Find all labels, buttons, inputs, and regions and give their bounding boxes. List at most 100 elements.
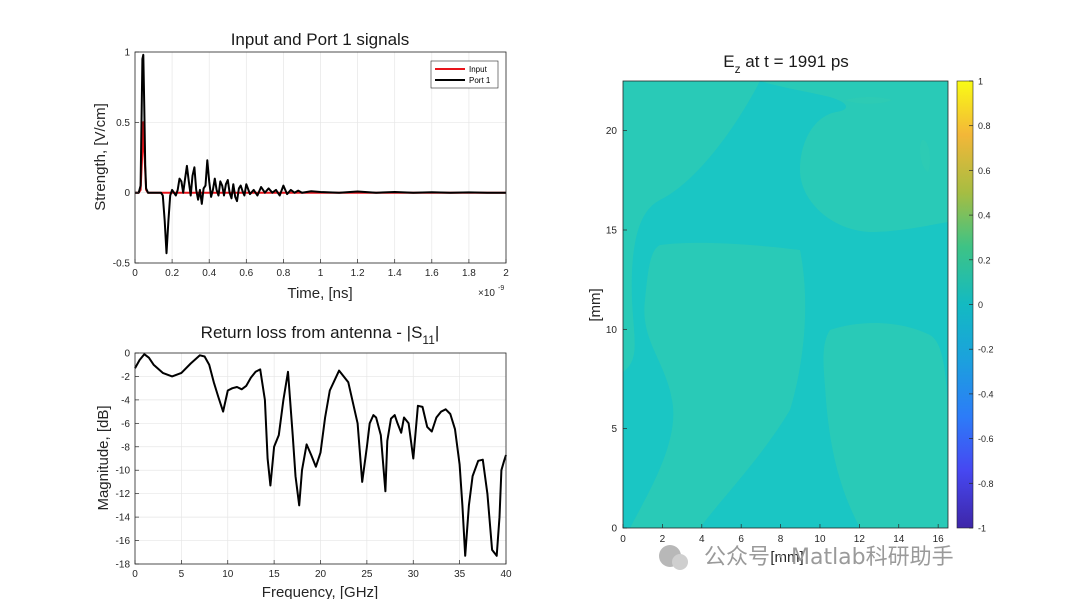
field-region-5 <box>845 97 892 104</box>
x-ticks-3: 0 2 4 6 8 10 12 14 16 <box>620 524 944 545</box>
x-tick-label: 10 <box>814 534 826 545</box>
axes-box-3 <box>622 80 949 529</box>
x-tick-label: 6 <box>738 534 744 545</box>
field-region-3 <box>630 242 806 528</box>
y-tick-label: 15 <box>606 226 618 237</box>
x-tick-label: 2 <box>503 268 509 279</box>
x-tick-label: 35 <box>454 569 466 580</box>
chart-title-3-sub: z <box>735 62 741 76</box>
chart-title-2: Return loss from antenna - |S11| <box>201 323 440 347</box>
y-tick-label: -2 <box>121 372 130 383</box>
y-tick-label: 20 <box>606 126 618 137</box>
y-axis-label-2: Magnitude, [dB] <box>95 405 112 510</box>
colorbar-tick-label: 0.2 <box>978 255 991 265</box>
x-tick-label: 0 <box>132 569 138 580</box>
y-tick-label: 5 <box>611 424 617 435</box>
y-tick-label: -8 <box>121 442 130 453</box>
y-ticks-2: -18 -16 -14 -12 -10 -8 -6 -4 -2 0 <box>116 349 139 571</box>
x-tick-label: 15 <box>269 569 281 580</box>
x-tick-label: 0.2 <box>165 268 179 279</box>
x-tick-label: 10 <box>222 569 234 580</box>
x-tick-label: 40 <box>500 569 512 580</box>
x-ticks-1: 0 0.2 0.4 0.6 0.8 1 1.2 1.4 1.6 1.8 2 <box>132 259 509 279</box>
y-tick-label: -4 <box>121 395 130 406</box>
chart-title-3-main: E <box>723 52 734 71</box>
x-tick-label: 1.4 <box>388 268 402 279</box>
x-tick-label: 16 <box>933 534 945 545</box>
colorbar-tick-label: -0.8 <box>978 479 994 489</box>
chart-title-2-end: | <box>435 323 439 342</box>
legend-label-input: Input <box>469 65 488 74</box>
colorbar-tick-label: 1 <box>978 77 983 87</box>
chart-title-1: Input and Port 1 signals <box>231 30 410 49</box>
x-axis-label-1: Time, [ns] <box>287 285 352 302</box>
field-region-2 <box>623 81 760 372</box>
x-tick-label: 1.6 <box>425 268 439 279</box>
watermark: 公众号 · Matlab科研助手 <box>659 545 954 570</box>
y-tick-label: 0 <box>124 349 130 360</box>
colorbar-tick-label: 0.6 <box>978 166 991 176</box>
series-line-port-1 <box>135 53 506 255</box>
y-tick-label: -0.5 <box>113 259 131 270</box>
field-region-6 <box>920 139 930 172</box>
y-tick-label: -16 <box>116 536 131 547</box>
legend-label-port1: Port 1 <box>469 76 491 85</box>
field-region-4 <box>823 323 948 528</box>
y-tick-label: 1 <box>124 48 130 59</box>
x-tick-label: 0.6 <box>239 268 253 279</box>
colorbar-ticks: -1 -0.8 -0.6 -0.4 -0.2 0 0.2 0.4 0.6 0.8 1 <box>969 77 994 534</box>
x-exponent-power: -9 <box>498 285 504 292</box>
field-region-1 <box>623 81 948 232</box>
y-ticks-1: -0.5 0 0.5 1 <box>113 48 139 270</box>
x-tick-label: 5 <box>179 569 185 580</box>
y-tick-label: 0.5 <box>116 118 130 129</box>
colorbar-tick-label: -0.6 <box>978 434 994 444</box>
y-ticks-3: 0 5 10 15 20 <box>606 126 627 535</box>
chart-title-2-sub: 11 <box>422 333 435 347</box>
time-signal-chart: 0 0.2 0.4 0.6 0.8 1 1.2 1.4 1.6 1.8 2 -0.500.51 In… <box>92 30 509 302</box>
legend-box <box>430 60 499 89</box>
x-tick-label: 25 <box>361 569 373 580</box>
y-axis-label-1: Strength, [V/cm] <box>92 103 109 211</box>
y-tick-label: 10 <box>606 325 618 336</box>
colorbar-tick-label: -0.4 <box>978 389 994 399</box>
x-tick-label: 0 <box>132 268 138 279</box>
heatmap-patches <box>623 81 948 528</box>
x-tick-label: 30 <box>408 569 420 580</box>
x-tick-label: 8 <box>778 534 784 545</box>
colorbar-tick-label: -1 <box>978 524 986 534</box>
colorbar-tick-label: 0.4 <box>978 211 991 221</box>
x-tick-label: 14 <box>893 534 905 545</box>
colorbar-tick-label: 0.8 <box>978 121 991 131</box>
chart-title-3: Ez at t = 1991 ps <box>723 52 849 76</box>
colorbar-tick-label: 0 <box>978 300 983 310</box>
series-line-s11 <box>134 353 507 557</box>
watermark-text: 公众号 · Matlab科研助手 <box>704 545 954 570</box>
y-tick-label: -6 <box>121 419 130 430</box>
x-tick-label: 2 <box>660 534 666 545</box>
y-tick-label: -10 <box>116 466 131 477</box>
x-tick-label: 0.8 <box>276 268 290 279</box>
chart-title-3-end: at t = 1991 ps <box>741 52 849 71</box>
x-tick-label: 0.4 <box>202 268 216 279</box>
y-tick-label: 0 <box>124 188 130 199</box>
return-loss-chart: 0 5 10 15 20 25 30 35 40 -18 -16 -14 -12 -10 -8 -6 -4 -2… <box>95 323 512 599</box>
series-layer-2 <box>134 353 507 557</box>
x-tick-label: 1 <box>318 268 324 279</box>
x-tick-label: 1.2 <box>351 268 365 279</box>
y-tick-label: -12 <box>116 489 131 500</box>
x-axis-label-3: [mm] <box>770 549 803 566</box>
x-tick-label: 1.8 <box>462 268 476 279</box>
x-tick-label: 0 <box>620 534 626 545</box>
x-tick-label: 20 <box>315 569 327 580</box>
colorbar-tick-label: -0.2 <box>978 345 994 355</box>
x-ticks-2: 0 5 10 15 20 25 30 35 40 <box>132 560 512 580</box>
y-tick-label: -14 <box>116 513 131 524</box>
y-axis-label-3: [mm] <box>587 288 604 321</box>
y-tick-label: -18 <box>116 560 131 571</box>
x-tick-label: 4 <box>699 534 705 545</box>
legend: Input Port 1 <box>430 60 499 89</box>
x-exponent-base: ×10 <box>478 288 495 299</box>
